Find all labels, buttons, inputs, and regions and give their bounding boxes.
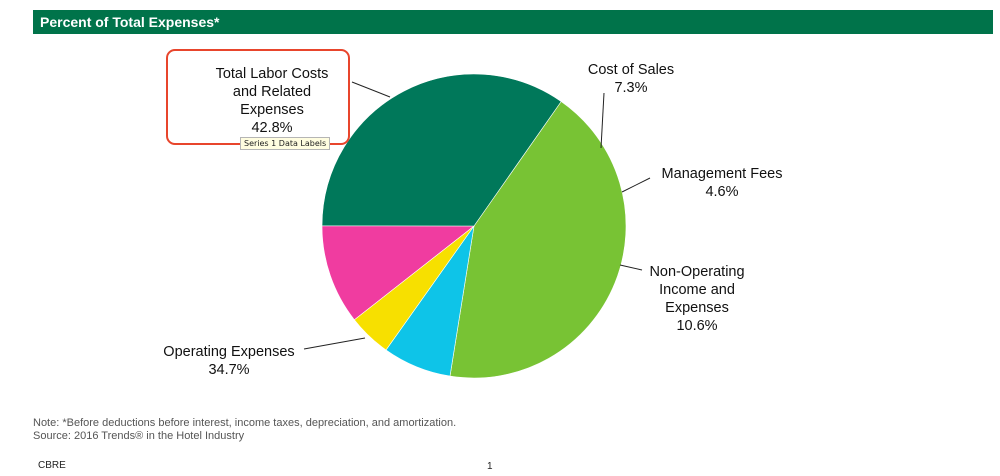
- leader-line: [619, 264, 643, 271]
- chart-title-bar: Percent of Total Expenses*: [33, 10, 993, 34]
- slice-label[interactable]: Management Fees 4.6%: [621, 166, 783, 200]
- pie-slice[interactable]: [321, 73, 562, 227]
- data-labels-tooltip: Series 1 Data Labels: [240, 137, 331, 150]
- slice-label[interactable]: Cost of Sales 7.3%: [588, 62, 674, 149]
- slice-name-label: Total Labor Costs: [216, 66, 329, 82]
- leader-line: [621, 177, 651, 193]
- selection-highlight-box: [166, 49, 350, 145]
- note-source: Source: 2016 Trends® in the Hotel Indust…: [33, 430, 245, 442]
- pie-slice[interactable]: [449, 101, 627, 379]
- chart-note: Note: *Before deductions before interest…: [33, 417, 456, 443]
- slice-value-label: 42.8%: [251, 120, 292, 136]
- footer-brand: CBRE: [38, 460, 66, 471]
- slice-value-label: 7.3%: [614, 80, 647, 96]
- leader-line: [600, 92, 605, 149]
- slice-name-label: Expenses: [665, 300, 729, 316]
- note-footnote: Note: *Before deductions before interest…: [33, 417, 457, 429]
- pie-slices: [321, 73, 627, 379]
- slice-value-label: 4.6%: [705, 184, 738, 200]
- slice-name-label: Cost of Sales: [588, 62, 674, 78]
- slice-label[interactable]: Total Labor Costs and Related Expenses 42.8…: [216, 66, 391, 136]
- slice-value-label: 34.7%: [208, 362, 249, 378]
- slice-label[interactable]: Operating Expenses 34.7%: [163, 337, 366, 378]
- slice-name-label: Operating Expenses: [163, 344, 294, 360]
- slice-name-label: Expenses: [240, 102, 304, 118]
- slice-label[interactable]: Non-Operating Income and Expenses 10.6%: [619, 264, 745, 334]
- leader-line: [351, 81, 391, 98]
- leader-line: [303, 337, 366, 350]
- slice-value-label: 10.6%: [676, 318, 717, 334]
- chart-title: Percent of Total Expenses*: [40, 14, 220, 30]
- pie-slice[interactable]: [321, 225, 475, 321]
- page-number: 1: [487, 461, 493, 472]
- slice-name-label: Income and: [659, 282, 735, 298]
- slice-name-label: and Related: [233, 84, 311, 100]
- slice-name-label: Management Fees: [662, 166, 783, 182]
- slice-name-label: Non-Operating: [649, 264, 744, 280]
